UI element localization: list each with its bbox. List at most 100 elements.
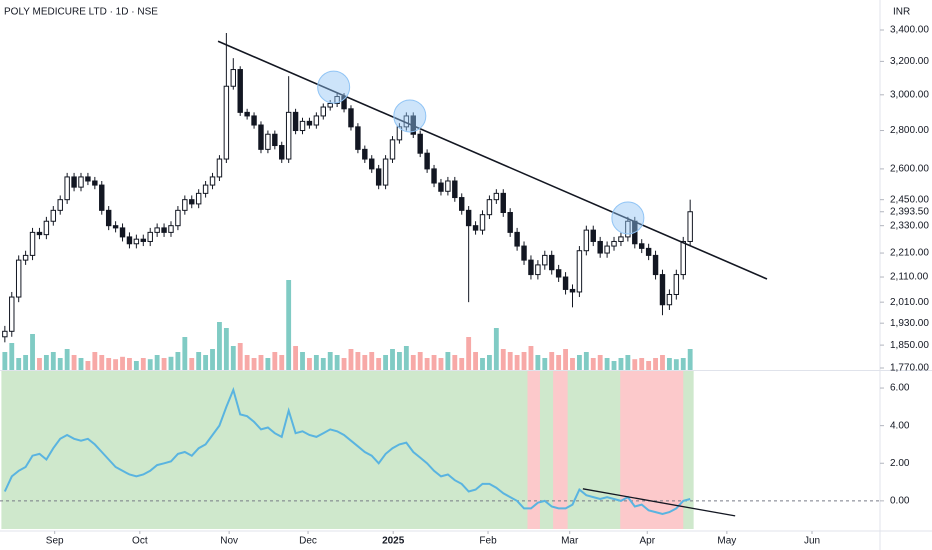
candle-body <box>562 276 569 290</box>
volume-bar <box>646 361 652 370</box>
volume-bar <box>244 355 250 370</box>
candle-body <box>680 240 686 276</box>
candle-body <box>195 192 202 205</box>
y-tick-label: 3,000.00 <box>890 89 929 100</box>
candle-body <box>306 120 313 126</box>
candle-body <box>133 238 140 245</box>
volume-bar <box>265 358 271 370</box>
candle-body <box>569 288 576 293</box>
candle-body <box>618 236 624 242</box>
candle-body <box>583 229 590 252</box>
volume-bar <box>182 337 188 370</box>
volume-bar <box>639 358 645 370</box>
candle-body <box>389 139 396 160</box>
volume-bar <box>168 356 174 370</box>
y-tick-label: 1,930.00 <box>890 318 929 329</box>
volume-bar <box>279 355 285 370</box>
volume-bar <box>203 355 209 370</box>
currency: INR <box>893 7 910 18</box>
y-tick-label: 2,600.00 <box>890 164 929 175</box>
volume-bar <box>653 358 658 370</box>
candle-body <box>320 106 326 117</box>
candle-body <box>493 192 500 201</box>
candle-body <box>154 227 160 233</box>
candle-body <box>313 115 320 126</box>
volume-bar <box>2 352 8 370</box>
volume-bar <box>85 361 91 370</box>
candle-body <box>216 158 223 178</box>
volume-bar <box>431 355 437 370</box>
y-tick-label: 0.00 <box>890 495 910 506</box>
indicator-pane <box>0 371 880 529</box>
candle-body <box>9 296 15 332</box>
volume-bar <box>313 355 319 370</box>
candle-body <box>369 158 375 170</box>
candle-body <box>528 259 534 276</box>
candle-body <box>500 192 506 214</box>
volume-bar <box>78 358 84 370</box>
volume-bar <box>556 355 562 370</box>
volume-bar <box>286 280 292 370</box>
candle-body <box>625 220 631 238</box>
volume-bar <box>272 352 278 370</box>
volume-bar <box>30 334 35 370</box>
volume-bar <box>410 355 416 370</box>
candle-body <box>140 238 147 242</box>
candle-body <box>604 245 610 254</box>
candle-body <box>382 158 389 186</box>
candle-body <box>285 111 292 160</box>
y-tick-label: 3,200.00 <box>890 56 929 67</box>
candle-body <box>362 148 368 160</box>
touch-highlight <box>317 70 351 104</box>
highlight-span <box>553 371 568 529</box>
volume-bar <box>71 355 77 370</box>
candle-body <box>452 180 458 199</box>
candle-body <box>549 254 555 271</box>
candle-body <box>92 180 98 186</box>
candle-body <box>57 199 63 211</box>
volume-bar <box>604 358 610 370</box>
indicator-trendline <box>582 488 736 517</box>
candle-body <box>348 108 354 128</box>
candle-body <box>209 176 216 186</box>
y-tick-label: 1,770.00 <box>890 363 929 374</box>
volume-bar <box>459 358 465 370</box>
volume-bar <box>597 355 603 370</box>
candle-body <box>334 96 340 105</box>
volume-bar <box>341 358 347 370</box>
volume-bar <box>50 352 56 370</box>
volume-bar <box>445 352 451 370</box>
volume-bar <box>618 358 624 370</box>
volume-bar <box>680 358 686 370</box>
volume-bar <box>687 349 693 370</box>
candle-body <box>576 250 583 293</box>
candle-body <box>445 180 451 192</box>
volume-bar <box>507 352 513 370</box>
volume-bar <box>140 358 146 370</box>
y-tick-label: 2,010.00 <box>890 297 929 308</box>
indicator-line <box>3 386 691 516</box>
volume-bar <box>452 355 458 370</box>
candle-body <box>375 168 382 186</box>
volume-bar <box>320 358 326 370</box>
candle-body <box>29 231 36 256</box>
candle-body <box>396 126 403 141</box>
candle-body <box>244 111 250 117</box>
volume-bar <box>230 346 236 370</box>
volume-bar <box>500 349 506 370</box>
candle-body <box>202 184 209 194</box>
volume-bar <box>327 352 333 370</box>
x-tick-label: May <box>717 536 736 547</box>
candle-body <box>417 133 423 154</box>
y-tick-label: 4.00 <box>890 420 910 431</box>
x-tick-label: Jun <box>804 536 820 547</box>
candle-body <box>15 259 22 298</box>
y-tick-label: 3,400.00 <box>890 25 929 36</box>
candle-body <box>438 182 444 192</box>
x-tick-label: Mar <box>561 536 579 547</box>
candle-body <box>459 197 465 211</box>
volume-bar <box>528 346 534 370</box>
x-tick-label: Oct <box>132 536 148 547</box>
volume-bar <box>251 358 257 370</box>
